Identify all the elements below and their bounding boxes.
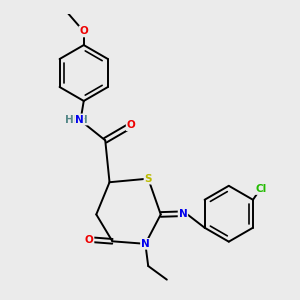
Text: N: N [141,239,150,249]
Text: O: O [85,235,94,244]
Text: NH: NH [71,115,88,124]
Text: H: H [65,115,74,124]
Text: S: S [145,174,152,184]
Text: Cl: Cl [255,184,266,194]
Text: N: N [75,115,84,124]
Text: O: O [127,120,135,130]
Text: N: N [178,209,187,219]
Text: O: O [80,26,88,37]
